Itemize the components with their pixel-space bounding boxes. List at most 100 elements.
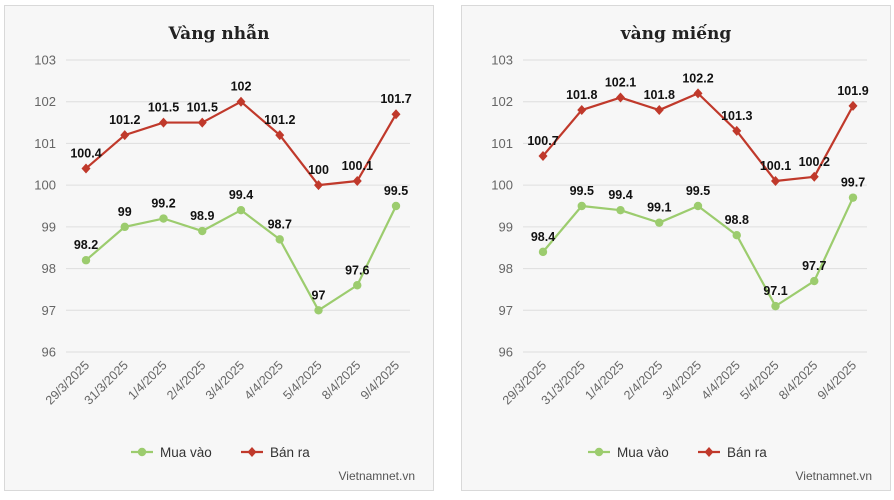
source-credit: Vietnamnet.vn bbox=[796, 469, 873, 483]
data-point-marker bbox=[616, 205, 625, 215]
source-credit: Vietnamnet.vn bbox=[339, 469, 416, 483]
data-label: 99.4 bbox=[608, 188, 632, 202]
data-point-marker bbox=[771, 175, 780, 186]
data-label: 101.9 bbox=[837, 84, 868, 98]
data-point-marker bbox=[391, 201, 401, 211]
data-point-marker bbox=[654, 105, 664, 116]
data-label: 101.2 bbox=[109, 113, 140, 127]
legend-label: Bán ra bbox=[727, 445, 767, 460]
data-point-marker bbox=[197, 117, 207, 128]
data-point-marker bbox=[81, 256, 91, 265]
data-point-marker bbox=[771, 301, 780, 311]
data-point-marker bbox=[81, 163, 91, 174]
data-point-marker bbox=[732, 231, 741, 240]
data-label: 101.2 bbox=[264, 113, 295, 127]
y-tick-label: 102 bbox=[491, 94, 513, 109]
data-point-marker bbox=[655, 218, 664, 227]
y-tick-label: 100 bbox=[491, 178, 513, 193]
data-label: 101.3 bbox=[721, 109, 752, 123]
data-label: 97 bbox=[312, 288, 326, 302]
chart-panel-vang-mieng: vàng miếng 96 97 98 99 100 101 102 103 29/3/2025 3… bbox=[461, 5, 891, 491]
x-tick-label: 3/4/2025 bbox=[203, 358, 247, 402]
data-label: 100.4 bbox=[70, 146, 101, 160]
x-tick-label: 9/4/2025 bbox=[815, 358, 859, 402]
y-tick-label: 97 bbox=[42, 303, 56, 318]
data-point-marker bbox=[391, 109, 401, 120]
data-label: 97.7 bbox=[802, 259, 826, 273]
y-tick-label: 103 bbox=[491, 53, 513, 68]
data-label: 101.5 bbox=[148, 101, 179, 115]
data-label: 101.8 bbox=[644, 88, 675, 102]
data-point-marker bbox=[352, 175, 362, 186]
data-point-marker bbox=[353, 281, 362, 290]
legend-marker bbox=[594, 447, 604, 457]
data-point-marker bbox=[314, 306, 323, 315]
legend-marker bbox=[704, 447, 714, 457]
data-label: 98.2 bbox=[74, 238, 98, 252]
data-label: 102 bbox=[231, 80, 252, 94]
data-point-marker bbox=[275, 235, 284, 244]
x-tick-label: 8/4/2025 bbox=[319, 358, 363, 402]
data-label: 99 bbox=[118, 205, 132, 219]
data-point-marker bbox=[577, 201, 586, 211]
data-point-marker bbox=[198, 226, 207, 236]
data-label: 99.5 bbox=[570, 184, 594, 198]
data-point-marker bbox=[275, 130, 285, 141]
data-point-marker bbox=[848, 193, 858, 202]
data-label: 100.2 bbox=[799, 155, 830, 169]
x-tick-label: 4/4/2025 bbox=[242, 358, 286, 402]
data-point-marker bbox=[538, 150, 548, 161]
y-tick-label: 98 bbox=[499, 261, 513, 276]
data-label: 98.9 bbox=[190, 209, 214, 223]
data-point-marker bbox=[120, 222, 129, 232]
data-point-marker bbox=[120, 130, 130, 141]
x-tick-label: 9/4/2025 bbox=[358, 358, 402, 402]
legend-marker bbox=[247, 447, 257, 457]
data-point-marker bbox=[732, 125, 742, 136]
data-point-marker bbox=[577, 105, 587, 116]
y-tick-label: 98 bbox=[42, 261, 56, 276]
data-label: 102.1 bbox=[605, 76, 636, 90]
y-tick-label: 99 bbox=[499, 219, 513, 234]
y-tick-label: 100 bbox=[34, 178, 56, 193]
data-label: 99.7 bbox=[841, 176, 865, 190]
chart-vang-mieng: vàng miếng9697989910010110210329/3/20253… bbox=[491, 24, 873, 483]
legend-marker bbox=[137, 447, 147, 457]
data-point-marker bbox=[236, 205, 246, 215]
data-label: 97.6 bbox=[345, 263, 369, 277]
x-tick-label: 8/4/2025 bbox=[776, 358, 820, 402]
data-label: 101.7 bbox=[380, 92, 411, 106]
y-tick-label: 101 bbox=[34, 136, 56, 151]
series-line-mua-vao bbox=[85, 205, 397, 312]
data-label: 99.1 bbox=[647, 201, 671, 215]
y-tick-label: 99 bbox=[42, 219, 56, 234]
data-label: 100.1 bbox=[342, 159, 373, 173]
data-label: 100 bbox=[308, 163, 329, 177]
y-tick-label: 103 bbox=[34, 53, 56, 68]
x-tick-label: 3/4/2025 bbox=[660, 358, 704, 402]
data-label: 99.2 bbox=[151, 197, 175, 211]
data-label: 99.4 bbox=[229, 188, 253, 202]
data-point-marker bbox=[314, 180, 323, 191]
series-line-mua-vao bbox=[542, 197, 854, 308]
data-label: 100.1 bbox=[760, 159, 791, 173]
x-tick-label: 2/4/2025 bbox=[621, 358, 665, 402]
data-point-marker bbox=[159, 214, 168, 223]
data-label: 101.8 bbox=[566, 88, 597, 102]
x-tick-label: 1/4/2025 bbox=[125, 358, 169, 402]
data-label: 99.5 bbox=[686, 184, 710, 198]
data-label: 97.1 bbox=[763, 284, 787, 298]
data-point-marker bbox=[848, 100, 858, 111]
x-tick-label: 4/4/2025 bbox=[699, 358, 743, 402]
data-label: 98.4 bbox=[531, 230, 555, 244]
y-tick-label: 101 bbox=[491, 136, 513, 151]
y-tick-label: 102 bbox=[34, 94, 56, 109]
chart-title: Vàng nhẫn bbox=[168, 24, 270, 44]
data-point-marker bbox=[693, 201, 703, 211]
legend-label: Mua vào bbox=[160, 445, 212, 460]
data-label: 100.7 bbox=[527, 134, 558, 148]
x-tick-label: 2/4/2025 bbox=[164, 358, 208, 402]
x-tick-label: 1/4/2025 bbox=[582, 358, 626, 402]
y-tick-label: 96 bbox=[42, 345, 56, 360]
data-label: 98.8 bbox=[725, 213, 749, 227]
